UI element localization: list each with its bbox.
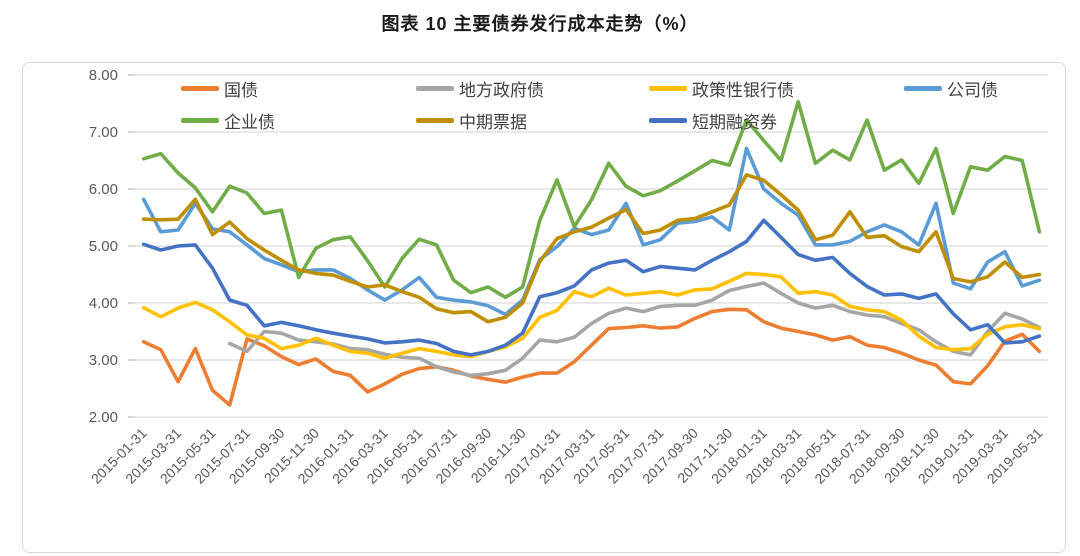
series-line-treasury-bonds <box>141 307 1042 407</box>
legend-line-swatch <box>904 85 942 91</box>
legend-item-policy-bank-bonds: 政策性银行债 <box>649 77 794 100</box>
y-axis-label: 7.00 <box>89 124 118 141</box>
legend-label: 公司债 <box>947 80 998 100</box>
legend-item-short-term-financing-bills: 短期融资券 <box>649 109 777 132</box>
series-line-policy-bank-bonds <box>141 271 1042 361</box>
legend-line-swatch <box>649 85 687 91</box>
legend-item-local-government-bonds: 地方政府债 <box>416 77 544 100</box>
legend-label: 中期票据 <box>459 112 527 132</box>
y-axis-label: 6.00 <box>89 181 118 198</box>
legend-line-swatch <box>416 117 454 123</box>
y-axis-label: 8.00 <box>89 67 118 84</box>
legend-line-swatch <box>181 85 219 91</box>
series-line-short-term-financing-bills <box>141 218 1042 357</box>
legend-label: 短期融资券 <box>692 112 777 132</box>
y-axis-label: 4.00 <box>89 295 118 312</box>
legend-label: 地方政府债 <box>459 80 544 100</box>
legend-item-enterprise-bonds: 企业债 <box>181 109 275 132</box>
y-axis-label: 3.00 <box>89 352 118 369</box>
legend-line-swatch <box>649 117 687 123</box>
legend-label: 国债 <box>224 80 258 100</box>
legend-item-medium-term-notes: 中期票据 <box>416 109 527 132</box>
y-axis-label: 5.00 <box>89 238 118 255</box>
legend-label: 企业债 <box>224 112 275 132</box>
chart-frame <box>22 62 1066 553</box>
chart-title: 图表 10 主要债券发行成本走势（%） <box>381 14 699 34</box>
y-axis-label: 2.00 <box>89 409 118 426</box>
series-line-corporate-bonds <box>141 146 1042 317</box>
legend-line-swatch <box>181 117 219 123</box>
legend-label: 政策性银行债 <box>692 80 794 100</box>
series-line-enterprise-bonds <box>141 100 1042 300</box>
legend-item-treasury-bonds: 国债 <box>181 77 258 100</box>
series-line-medium-term-notes <box>141 173 1042 324</box>
legend-item-corporate-bonds: 公司债 <box>904 77 998 100</box>
legend-line-swatch <box>416 85 454 91</box>
